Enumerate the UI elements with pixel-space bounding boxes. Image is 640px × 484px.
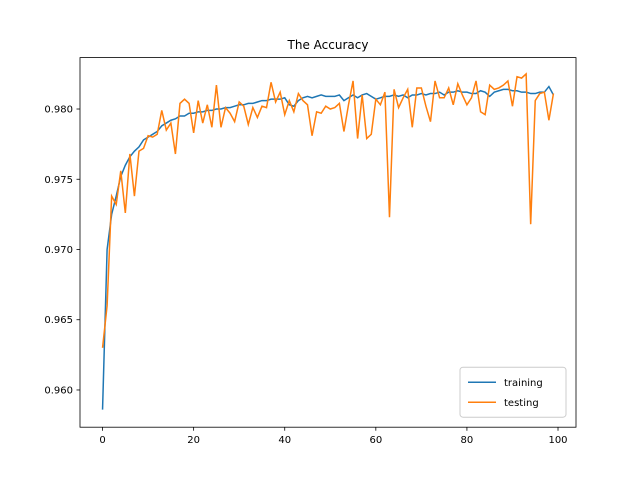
- x-tick-label: 60: [369, 435, 382, 446]
- chart-title: The Accuracy: [287, 38, 369, 52]
- legend-label: training: [504, 378, 543, 389]
- legend-box: [459, 366, 567, 418]
- y-tick-label: 0.970: [44, 245, 73, 256]
- legend-label: testing: [504, 398, 539, 409]
- plot-frame: [79, 57, 577, 428]
- x-tick-label: 20: [187, 435, 200, 446]
- x-tick-label: 0: [99, 435, 105, 446]
- x-tick-label: 80: [461, 435, 474, 446]
- y-tick-label: 0.965: [44, 315, 73, 326]
- x-tick-label: 40: [278, 435, 291, 446]
- y-tick-label: 0.960: [44, 385, 73, 396]
- series-line: [101, 72, 555, 348]
- x-tick-label: 100: [548, 435, 567, 446]
- y-tick-label: 0.975: [44, 175, 73, 186]
- y-tick-label: 0.980: [44, 105, 73, 116]
